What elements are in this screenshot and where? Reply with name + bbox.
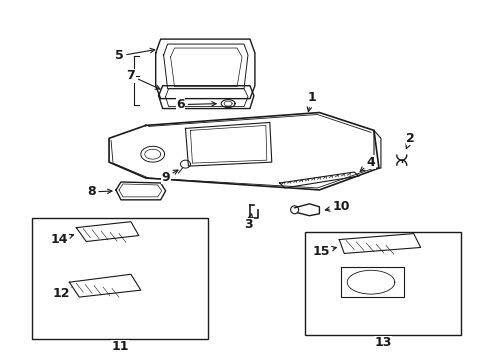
Text: 10: 10 — [325, 200, 349, 213]
Text: 8: 8 — [87, 185, 112, 198]
Bar — [304, 231, 460, 335]
Text: 11: 11 — [111, 340, 128, 353]
Text: 2: 2 — [405, 132, 414, 149]
Bar — [32, 218, 208, 339]
Text: 9: 9 — [161, 170, 178, 184]
Text: 15: 15 — [312, 245, 336, 258]
Text: 14: 14 — [51, 233, 73, 246]
Text: 1: 1 — [306, 91, 315, 112]
Text: 13: 13 — [373, 336, 391, 349]
Text: 4: 4 — [360, 156, 375, 171]
Text: 5: 5 — [114, 48, 154, 63]
Text: 7: 7 — [126, 69, 160, 89]
Text: 3: 3 — [244, 214, 253, 231]
Text: 6: 6 — [176, 98, 216, 111]
Text: 12: 12 — [53, 287, 71, 300]
